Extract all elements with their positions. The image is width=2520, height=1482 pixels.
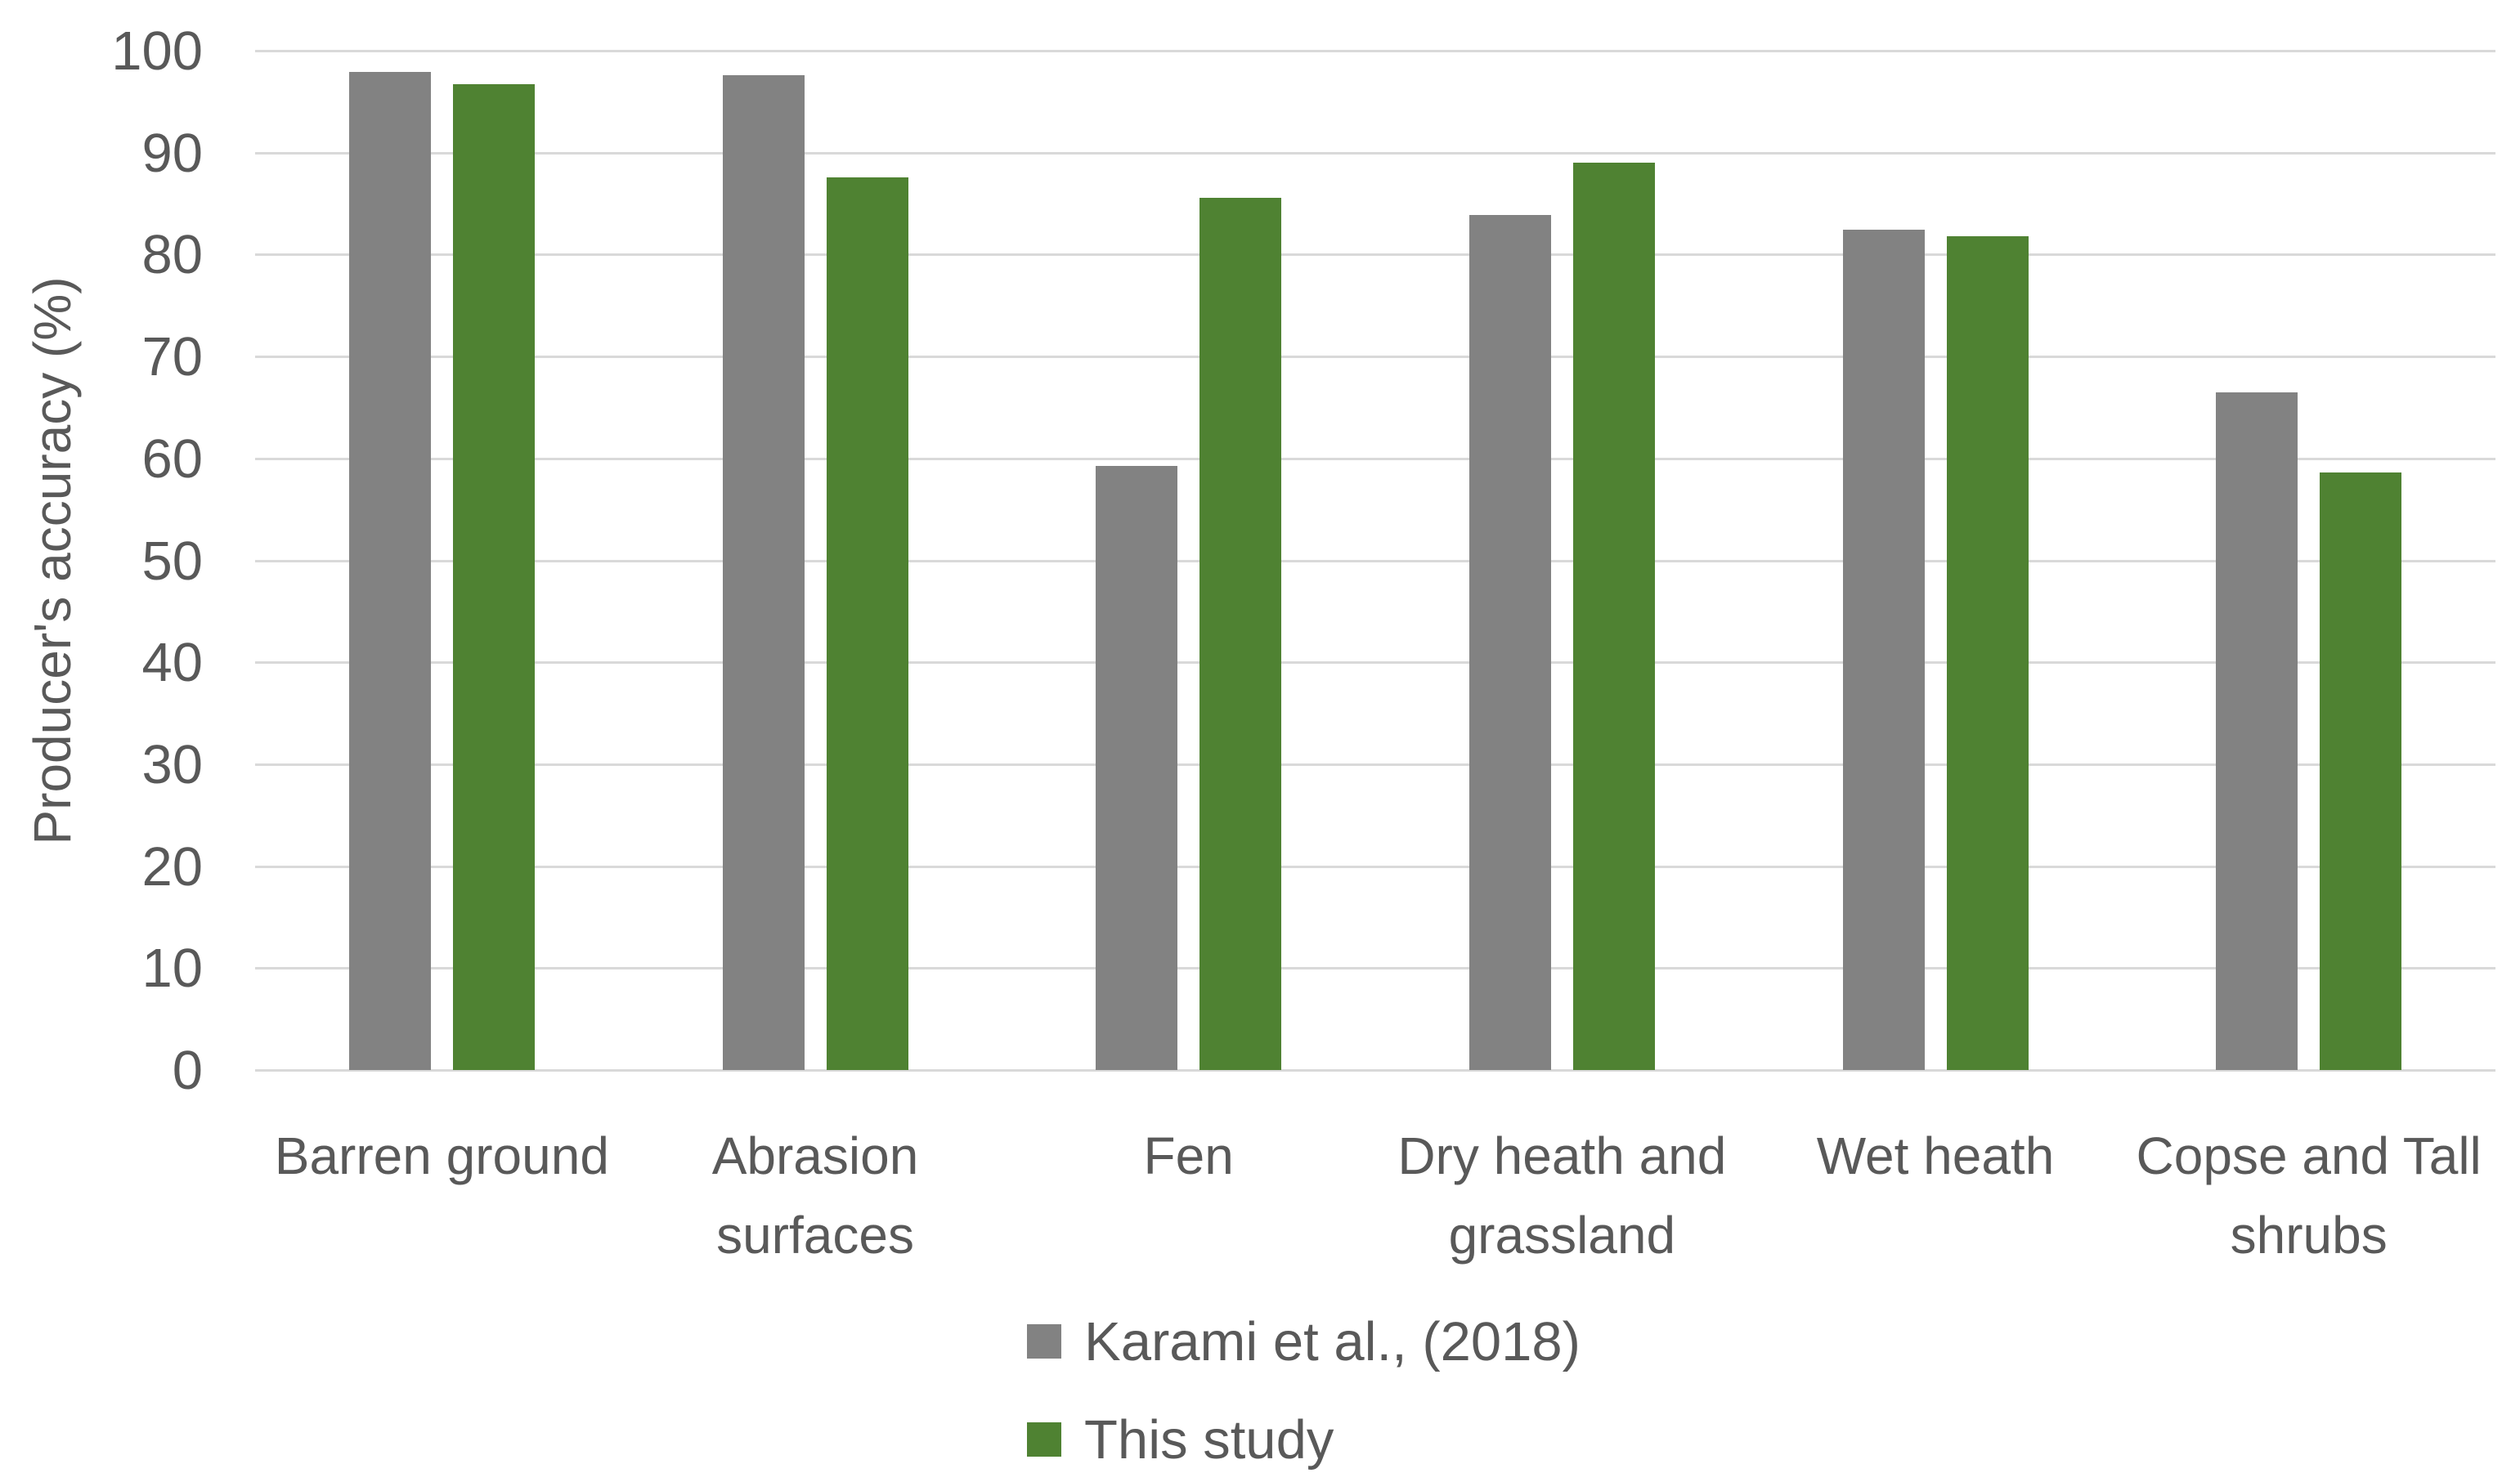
legend: Karami et al., (2018) This study <box>1027 1306 1581 1482</box>
gridline <box>255 559 2495 562</box>
bar-karami <box>1842 230 1925 1070</box>
x-axis-line <box>255 1069 2495 1072</box>
x-category-label: Dry heath and grassland <box>1397 1126 1727 1265</box>
legend-item-this-study: This study <box>1027 1404 1581 1475</box>
y-tick-label: 100 <box>111 20 203 82</box>
bar-this-study <box>452 84 535 1070</box>
gray-series-swatch-icon <box>1027 1324 1061 1359</box>
bar-karami <box>1469 214 1551 1070</box>
gridline <box>255 151 2495 154</box>
bar-this-study <box>1199 197 1282 1070</box>
gridline <box>255 356 2495 359</box>
gridline <box>255 763 2495 766</box>
x-category-label: Wet heath <box>1816 1126 2055 1185</box>
gridline <box>255 457 2495 460</box>
bar-this-study <box>2320 472 2402 1070</box>
gridline <box>255 50 2495 52</box>
bar-karami <box>2216 392 2298 1070</box>
gridline <box>255 661 2495 665</box>
legend-label-karami: Karami et al., (2018) <box>1084 1310 1581 1372</box>
legend-label-this-study: This study <box>1084 1408 1334 1471</box>
bar-this-study <box>1946 235 2029 1070</box>
plot-area <box>255 50 2495 1072</box>
y-tick-label: 10 <box>141 938 203 1000</box>
y-tick-label: 0 <box>172 1040 203 1101</box>
bar-this-study <box>826 177 908 1070</box>
y-tick-label: 30 <box>141 733 203 795</box>
x-category-label: Fen <box>1143 1126 1234 1185</box>
green-series-swatch-icon <box>1027 1422 1061 1457</box>
bar-karami <box>348 72 431 1070</box>
x-category-label: Abrasion surfaces <box>711 1126 919 1265</box>
y-tick-label: 40 <box>141 632 203 694</box>
gridline <box>255 865 2495 868</box>
legend-item-karami: Karami et al., (2018) <box>1027 1306 1581 1377</box>
y-tick-label: 90 <box>141 122 203 184</box>
y-tick-label: 60 <box>141 428 203 490</box>
bar-karami <box>722 74 805 1070</box>
gridline <box>255 967 2495 970</box>
bar-this-study <box>1572 163 1655 1070</box>
gridline <box>255 253 2495 257</box>
y-tick-label: 50 <box>141 530 203 592</box>
y-tick-label: 80 <box>141 224 203 286</box>
x-category-label: Barren ground <box>274 1126 609 1185</box>
x-category-label: Copse and Tall shrubs <box>2136 1126 2482 1265</box>
bar-karami <box>1096 465 1178 1070</box>
y-tick-label: 70 <box>141 326 203 388</box>
y-tick-label: 20 <box>141 835 203 898</box>
